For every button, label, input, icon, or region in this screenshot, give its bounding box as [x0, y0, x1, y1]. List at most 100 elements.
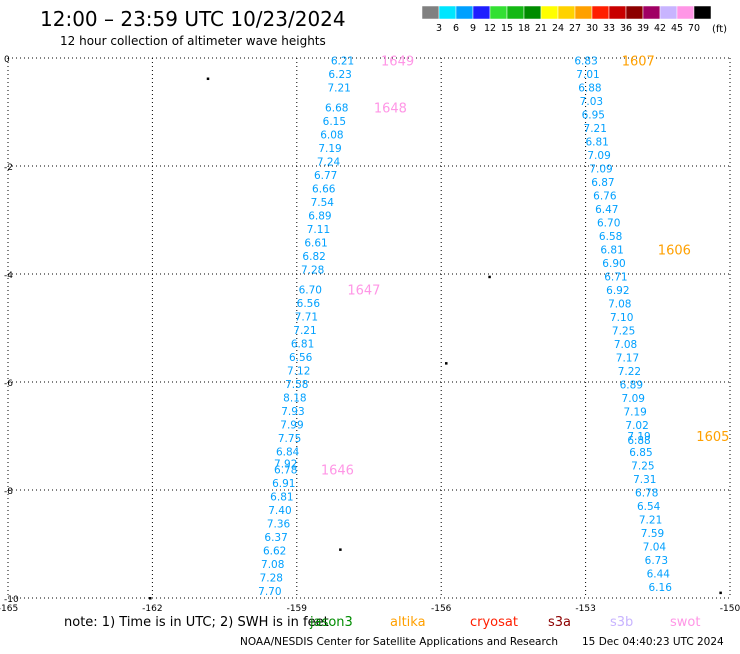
satellite-legend-item: swot	[670, 615, 700, 630]
colorbar-swatch	[421, 5, 440, 20]
wave-height-value: 6.92	[606, 285, 629, 297]
wave-height-value: 6.90	[602, 258, 625, 270]
wave-height-value: 6.85	[629, 447, 652, 459]
wave-height-value: 7.28	[260, 572, 283, 584]
wave-height-value: 7.28	[301, 265, 324, 277]
wave-height-value: 7.03	[580, 96, 603, 108]
wave-height-value: 6.88	[578, 83, 601, 95]
colorbar-tick-label: 42	[654, 23, 666, 34]
wave-height-value: 7.75	[278, 433, 301, 445]
latitude-tick-label: -2	[4, 163, 13, 173]
longitude-tick-label: -153	[575, 604, 595, 614]
wave-height-value: 7.21	[584, 123, 607, 135]
island-marker	[488, 275, 491, 279]
wave-height-value: 6.56	[289, 352, 313, 364]
wave-height-value: 7.21	[639, 515, 662, 527]
wave-height-value: 6.16	[649, 582, 673, 594]
latitude-tick-label: -6	[4, 379, 13, 389]
wave-height-value: 7.12	[287, 366, 310, 378]
wave-height-value: 6.37	[264, 532, 287, 544]
wave-height-value: 6.95	[582, 110, 605, 122]
latitude-tick-labels: 0 -2 -4 -6 -8 -10	[4, 55, 19, 605]
wave-height-value: 7.19	[623, 407, 646, 419]
pass-number-label: 1648	[374, 102, 407, 117]
wave-height-value: 6.88	[627, 435, 650, 447]
wave-height-value: 6.82	[302, 251, 325, 263]
pass-number-label: 1647	[347, 284, 380, 299]
colorbar-swatch	[608, 5, 627, 20]
wave-height-value: 6.81	[585, 137, 608, 149]
wave-height-value: 7.21	[293, 325, 316, 337]
colorbar-swatch	[557, 5, 576, 20]
wave-height-value: 7.08	[608, 299, 631, 311]
pass-number-label: 1646	[321, 463, 354, 478]
colorbar-swatch	[693, 5, 712, 20]
colorbar-swatch	[523, 5, 542, 20]
wave-height-value: 6.15	[323, 116, 346, 128]
colorbar-swatch	[574, 5, 593, 20]
colorbar-tick-label: 12	[484, 23, 496, 34]
wave-height-value: 6.91	[272, 478, 295, 490]
colorbar-tick-label: 3	[436, 23, 442, 34]
wave-height-value: 7.25	[631, 461, 654, 473]
pass-number-label: 1607	[622, 55, 655, 70]
wave-height-value: 6.08	[320, 130, 343, 142]
wave-height-value: 7.09	[622, 393, 645, 405]
longitude-tick-label: -165	[0, 604, 18, 614]
wave-height-value: 6.81	[291, 339, 314, 351]
colorbar-swatch	[676, 5, 695, 20]
wave-height-value: 7.71	[295, 312, 318, 324]
wave-height-value: 7.19	[318, 143, 341, 155]
latitude-tick-label: -4	[4, 271, 13, 281]
latitude-tick-label: -10	[4, 595, 19, 605]
wave-height-value: 6.78	[274, 464, 297, 476]
wave-height-value: 6.77	[314, 170, 337, 182]
longitude-tick-label: -162	[142, 604, 162, 614]
wave-height-value: 6.73	[645, 555, 668, 567]
wave-height-value: 7.59	[641, 528, 664, 540]
footer-note: note: 1) Time is in UTC; 2) SWH is in fe…	[64, 615, 329, 630]
pass-number-label: 1606	[658, 244, 691, 259]
wave-height-value: 7.54	[311, 197, 335, 209]
footer-credit: NOAA/NESDIS Center for Satellite Applica…	[240, 636, 558, 648]
colorbar-swatch	[455, 5, 474, 20]
satellite-legend-item: cryosat	[470, 615, 518, 630]
wave-height-value: 7.36	[267, 518, 291, 530]
wave-height-value: 6.58	[599, 231, 622, 243]
wave-height-value: 7.21	[327, 83, 350, 95]
wave-height-value: 6.70	[597, 218, 620, 230]
colorbar-tick-label: 9	[470, 23, 476, 34]
satellite-legend-item: s3b	[610, 615, 633, 630]
wave-height-value: 7.09	[589, 164, 612, 176]
wave-height-value: 6.44	[647, 569, 671, 581]
wave-height-value: 6.56	[297, 298, 321, 310]
wave-height-value: 7.70	[258, 586, 281, 598]
wave-height-value: 6.68	[325, 103, 348, 115]
pass-number-label: 1605	[696, 430, 729, 445]
colorbar-swatch	[625, 5, 644, 20]
longitude-tick-labels: -165 -162 -159 -156 -153 -150	[0, 604, 740, 614]
wave-height-value: 6.21	[331, 56, 354, 68]
wave-height-value: 6.62	[263, 545, 286, 557]
island-marker	[206, 77, 210, 81]
wave-height-value: 8.18	[283, 393, 306, 405]
wave-height-value: 7.08	[614, 339, 637, 351]
wave-height-value: 6.23	[328, 69, 351, 81]
colorbar-tick-label: 6	[453, 23, 459, 34]
colorbar-swatch	[506, 5, 525, 20]
page-title: 12:00 – 23:59 UTC 10/23/2024	[40, 7, 346, 31]
wave-height-value: 6.84	[276, 447, 300, 459]
colorbar-swatch	[472, 5, 491, 20]
satellite-legend-item: s3a	[548, 615, 571, 630]
wave-height-value: 6.89	[308, 211, 331, 223]
colorbar-tick-label: 24	[552, 23, 564, 34]
wave-height-value: 7.04	[643, 542, 667, 554]
longitude-tick-label: -159	[287, 604, 308, 614]
pass-number-label: 1649	[381, 55, 414, 70]
colorbar-tick-label: 18	[518, 23, 530, 34]
colorbar-swatch	[438, 5, 457, 20]
wave-height-value: 6.70	[299, 285, 322, 297]
wave-height-value: 6.78	[635, 488, 658, 500]
wave-height-value: 6.76	[593, 191, 617, 203]
